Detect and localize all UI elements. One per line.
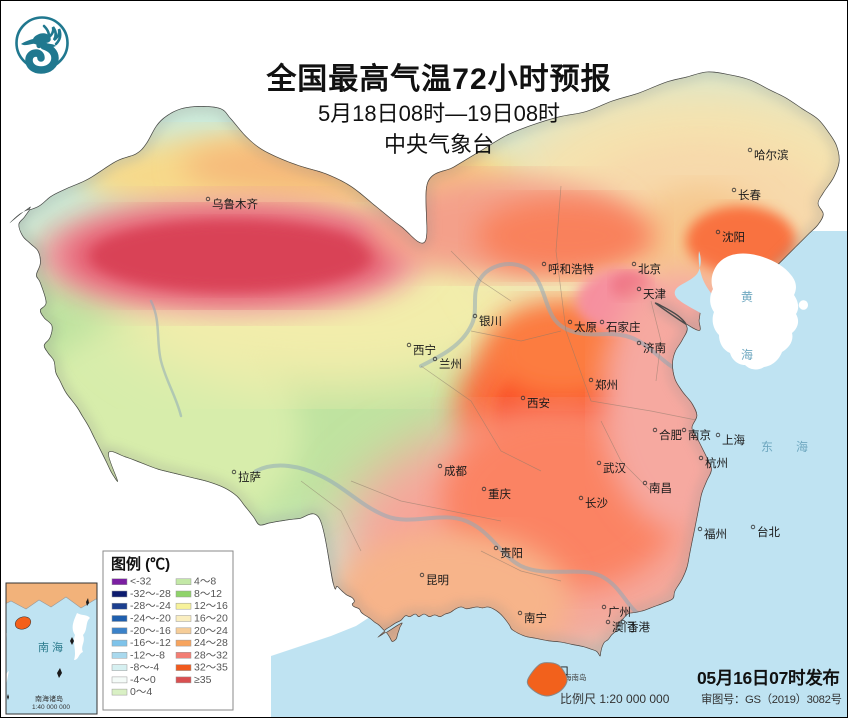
svg-text:16～20: 16～20 — [194, 613, 228, 625]
svg-text:1:40 000 000: 1:40 000 000 — [32, 704, 70, 711]
svg-text:05月16日07时发布: 05月16日07时发布 — [697, 668, 840, 688]
svg-text:24～28: 24～28 — [194, 637, 228, 649]
svg-text:-20～-16: -20～-16 — [130, 625, 171, 637]
svg-text:昆明: 昆明 — [426, 574, 449, 587]
svg-text:拉萨: 拉萨 — [238, 470, 261, 484]
svg-text:乌鲁木齐: 乌鲁木齐 — [212, 197, 258, 211]
svg-text:台北: 台北 — [757, 525, 780, 539]
svg-text:-12～-8: -12～-8 — [130, 649, 165, 661]
svg-text:全国最高气温72小时预报: 全国最高气温72小时预报 — [265, 62, 611, 96]
svg-text:<-32: <-32 — [130, 576, 151, 588]
svg-text:重庆: 重庆 — [488, 487, 511, 501]
svg-text:杭州: 杭州 — [705, 456, 728, 470]
svg-text:海: 海 — [741, 347, 753, 362]
svg-text:南京: 南京 — [688, 428, 711, 442]
svg-text:贵阳: 贵阳 — [500, 547, 523, 560]
svg-text:西安: 西安 — [527, 396, 550, 410]
svg-text:中央气象台: 中央气象台 — [384, 132, 494, 157]
svg-text:哈尔滨: 哈尔滨 — [754, 148, 789, 162]
svg-text:-24～-20: -24～-20 — [130, 613, 171, 625]
svg-text:银川: 银川 — [479, 314, 502, 328]
svg-text:-16～-12: -16～-12 — [130, 637, 171, 649]
svg-text:南宁: 南宁 — [524, 611, 547, 625]
svg-text:沈阳: 沈阳 — [722, 230, 745, 244]
svg-text:黄: 黄 — [741, 290, 753, 304]
svg-text:上海: 上海 — [722, 433, 745, 447]
svg-text:海: 海 — [796, 439, 808, 454]
svg-text:太原: 太原 — [574, 321, 597, 334]
svg-text:东: 东 — [761, 440, 773, 454]
svg-text:南海诸岛: 南海诸岛 — [35, 694, 63, 703]
svg-text:-4～0: -4～0 — [130, 674, 156, 686]
svg-text:南 海: 南 海 — [38, 640, 63, 654]
svg-text:0～4: 0～4 — [130, 686, 152, 698]
svg-text:西宁: 西宁 — [413, 343, 436, 357]
svg-text:石家庄: 石家庄 — [606, 320, 641, 334]
svg-text:图例 (℃): 图例 (℃) — [111, 555, 170, 573]
svg-text:12～16: 12～16 — [194, 600, 228, 612]
svg-text:5月18日08时—19日08时: 5月18日08时—19日08时 — [318, 101, 560, 126]
svg-text:长春: 长春 — [738, 189, 761, 202]
svg-text:郑州: 郑州 — [595, 378, 618, 392]
svg-text:合肥: 合肥 — [659, 428, 682, 442]
svg-text:天津: 天津 — [643, 288, 666, 301]
svg-text:香港: 香港 — [627, 621, 650, 634]
svg-text:-32～-28: -32～-28 — [130, 588, 171, 600]
svg-text:8～12: 8～12 — [194, 588, 222, 600]
svg-text:-8～-4: -8～-4 — [130, 662, 159, 674]
svg-text:-28～-24: -28～-24 — [130, 600, 171, 612]
svg-text:济南: 济南 — [643, 341, 666, 355]
svg-text:福州: 福州 — [704, 527, 727, 541]
svg-text:32～35: 32～35 — [194, 662, 228, 674]
svg-text:广州: 广州 — [608, 606, 631, 619]
svg-text:南昌: 南昌 — [649, 481, 672, 495]
svg-text:成都: 成都 — [444, 465, 467, 478]
svg-text:比例尺 1:20 000 000: 比例尺 1:20 000 000 — [560, 692, 670, 706]
svg-text:兰州: 兰州 — [439, 358, 462, 371]
svg-text:28～32: 28～32 — [194, 649, 228, 661]
svg-text:20～24: 20～24 — [194, 625, 228, 637]
svg-text:≥35: ≥35 — [194, 674, 212, 686]
svg-text:4～8: 4～8 — [194, 576, 216, 588]
svg-text:长沙: 长沙 — [585, 497, 608, 510]
svg-text:武汉: 武汉 — [603, 462, 626, 475]
svg-text:审图号：GS（2019）3082号: 审图号：GS（2019）3082号 — [701, 692, 842, 706]
svg-text:北京: 北京 — [638, 262, 661, 276]
svg-text:呼和浩特: 呼和浩特 — [548, 262, 594, 276]
